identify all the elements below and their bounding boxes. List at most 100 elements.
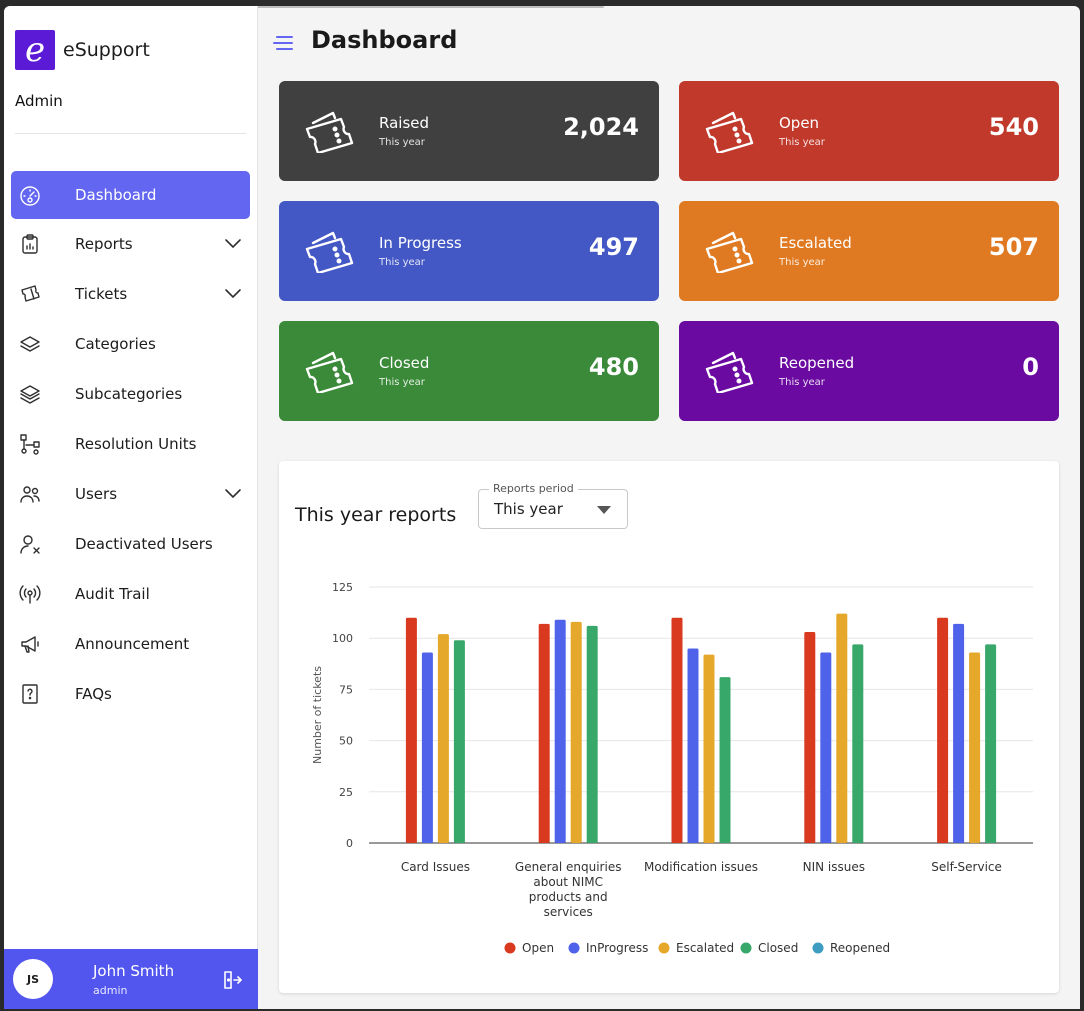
ticket-icon — [305, 111, 354, 153]
bar-inprogress — [820, 652, 832, 843]
ticket-icon — [705, 351, 754, 393]
card-title: Closed — [379, 354, 430, 372]
hierarchy-icon — [20, 434, 40, 455]
bar-closed — [852, 644, 864, 843]
card-value: 507 — [988, 233, 1039, 261]
question-icon — [22, 684, 38, 704]
x-tick-label: Self-Service — [931, 860, 1002, 874]
legend-label: Closed — [758, 941, 798, 955]
legend-label: Reopened — [830, 941, 890, 955]
reports-panel: This year reports Reports period This ye… — [279, 461, 1059, 993]
x-tick-label: about NIMC — [533, 875, 603, 889]
layers-icon — [20, 336, 40, 352]
legend-marker-open — [504, 942, 516, 954]
stat-card-reopened[interactable]: Reopened This year 0 — [679, 321, 1059, 421]
bar-open — [804, 632, 816, 843]
card-subtitle: This year — [779, 137, 825, 148]
sidebar-item-dashboard[interactable]: Dashboard — [11, 171, 250, 219]
role-label: Admin — [15, 92, 63, 110]
card-value: 2,024 — [563, 113, 639, 141]
legend-marker-inprogress — [568, 942, 580, 954]
layers-stack-icon — [20, 385, 40, 404]
dropdown-caret-icon — [597, 506, 611, 514]
card-value: 480 — [588, 353, 639, 381]
sidebar-item-subcategories[interactable]: Subcategories — [11, 369, 250, 419]
y-tick-label: 25 — [339, 786, 353, 799]
x-tick-label: General enquiries — [515, 860, 622, 874]
tickets-bar-chart: 0 25 50 75 100 125 Number of tickets Card Issue… — [311, 581, 1033, 955]
megaphone-icon — [21, 636, 39, 653]
users-icon — [20, 486, 40, 503]
legend-marker-escalated — [658, 942, 670, 954]
logout-icon[interactable] — [220, 969, 242, 991]
y-axis-label: Number of tickets — [311, 666, 324, 764]
bar-closed — [719, 677, 731, 843]
card-subtitle: This year — [779, 377, 825, 388]
ticket-icon — [705, 111, 754, 153]
sidebar-item-label: Audit Trail — [75, 585, 150, 603]
chevron-down-icon[interactable] — [224, 286, 242, 300]
brand[interactable]: e eSupport — [15, 30, 150, 70]
sidebar-item-audit-trail[interactable]: Audit Trail — [11, 569, 250, 619]
legend-marker-reopened — [812, 942, 824, 954]
app-name: eSupport — [63, 39, 150, 61]
bar-open — [937, 617, 949, 843]
clipboard-icon — [22, 234, 38, 254]
ticket-icon — [305, 231, 354, 273]
sidebar-item-label: Reports — [75, 235, 133, 253]
stat-card-open[interactable]: Open This year 540 — [679, 81, 1059, 181]
menu-toggle-icon[interactable] — [272, 34, 294, 52]
sidebar-item-tickets[interactable]: Tickets — [11, 269, 250, 319]
legend-label: InProgress — [586, 941, 648, 955]
sidebar-item-deactivated-users[interactable]: Deactivated Users — [11, 519, 250, 569]
chevron-down-icon[interactable] — [224, 486, 242, 500]
reports-title: This year reports — [295, 504, 457, 526]
card-value: 497 — [588, 233, 639, 261]
avatar[interactable]: JS — [13, 959, 53, 999]
y-tick-label: 75 — [339, 683, 353, 696]
sidebar-item-label: Categories — [75, 335, 156, 353]
sidebar-item-label: Announcement — [75, 635, 190, 653]
page-title: Dashboard — [311, 26, 458, 54]
stat-card-in-progress[interactable]: In Progress This year 497 — [279, 201, 659, 301]
stat-card-raised[interactable]: Raised This year 2,024 — [279, 81, 659, 181]
sidebar-item-users[interactable]: Users — [11, 469, 250, 519]
broadcast-icon — [19, 585, 41, 604]
bar-inprogress — [953, 623, 965, 843]
sidebar-item-label: Users — [75, 485, 118, 503]
ticket-icon — [305, 351, 354, 393]
user-role: admin — [93, 984, 128, 997]
sidebar-item-resolution-units[interactable]: Resolution Units — [11, 419, 250, 469]
x-tick-label: Modification issues — [644, 860, 758, 874]
stat-card-escalated[interactable]: Escalated This year 507 — [679, 201, 1059, 301]
bar-closed — [985, 644, 997, 843]
sidebar-item-announcement[interactable]: Announcement — [11, 619, 250, 669]
reports-period-value: This year — [494, 500, 563, 518]
bar-inprogress — [687, 648, 699, 843]
dashboard-gauge-icon — [20, 186, 40, 206]
bar-escalated — [836, 613, 848, 843]
sidebar-item-label: FAQs — [75, 685, 112, 703]
sidebar-item-label: Resolution Units — [75, 435, 197, 453]
chevron-down-icon[interactable] — [224, 236, 242, 250]
reports-period-select[interactable]: Reports period This year — [478, 482, 628, 529]
window-top-strip — [84, 6, 604, 8]
sidebar-item-label: Dashboard — [75, 186, 157, 204]
bar-closed — [586, 625, 598, 843]
bar-escalated — [703, 654, 715, 843]
bar-closed — [453, 640, 465, 843]
bar-escalated — [969, 652, 981, 843]
stat-card-closed[interactable]: Closed This year 480 — [279, 321, 659, 421]
sidebar-item-categories[interactable]: Categories — [11, 319, 250, 369]
x-tick-label: services — [544, 905, 593, 919]
card-title: Open — [779, 114, 820, 132]
sidebar-item-label: Subcategories — [75, 385, 183, 403]
user-name: John Smith — [93, 962, 175, 980]
legend-marker-closed — [740, 942, 752, 954]
sidebar-item-reports[interactable]: Reports — [11, 219, 250, 269]
app-window: e eSupport Admin Dashboard Reports Tickets… — [4, 6, 1080, 1009]
sidebar-item-label: Deactivated Users — [75, 535, 213, 553]
sidebar-item-faqs[interactable]: FAQs — [11, 669, 250, 719]
card-subtitle: This year — [379, 257, 425, 268]
ticket-icon — [21, 285, 40, 302]
